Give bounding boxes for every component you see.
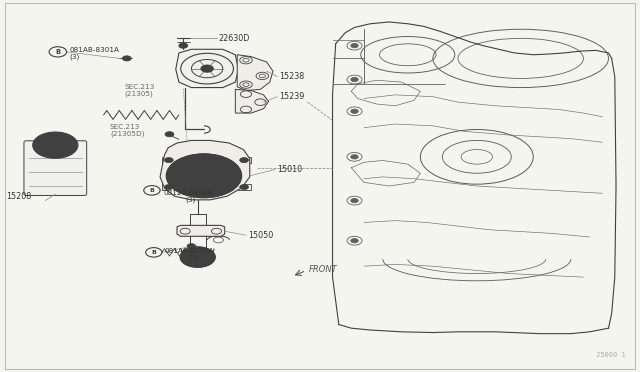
Bar xyxy=(162,184,176,190)
Text: FRONT: FRONT xyxy=(308,264,337,274)
Text: 081A0-8201A: 081A0-8201A xyxy=(164,248,214,254)
Circle shape xyxy=(240,185,248,190)
Circle shape xyxy=(240,158,248,163)
Text: B: B xyxy=(55,49,60,55)
Circle shape xyxy=(164,185,173,190)
Circle shape xyxy=(195,170,213,181)
Text: (21305D): (21305D) xyxy=(110,131,144,138)
Text: B: B xyxy=(151,250,156,255)
Text: B: B xyxy=(150,188,154,193)
Text: (3): (3) xyxy=(69,53,79,60)
Circle shape xyxy=(179,43,188,48)
Polygon shape xyxy=(236,89,269,113)
Text: 15238: 15238 xyxy=(279,72,305,81)
Circle shape xyxy=(166,154,242,198)
Text: 08120-64028: 08120-64028 xyxy=(163,190,212,196)
Bar xyxy=(237,184,251,190)
Circle shape xyxy=(122,56,131,61)
Text: (2): (2) xyxy=(187,255,197,262)
Text: 22630D: 22630D xyxy=(218,34,250,43)
Circle shape xyxy=(351,44,358,48)
Circle shape xyxy=(351,238,358,243)
Text: 15010: 15010 xyxy=(276,165,302,174)
Text: (21305): (21305) xyxy=(124,91,153,97)
Circle shape xyxy=(33,132,78,158)
Circle shape xyxy=(187,244,196,249)
Circle shape xyxy=(164,158,173,163)
Circle shape xyxy=(180,247,215,267)
Polygon shape xyxy=(237,55,273,90)
Text: SEC.213: SEC.213 xyxy=(110,124,140,130)
Text: 15050: 15050 xyxy=(248,231,273,240)
Circle shape xyxy=(51,142,60,148)
Text: J5000 1: J5000 1 xyxy=(596,352,626,358)
Text: 15239: 15239 xyxy=(279,92,305,101)
Polygon shape xyxy=(177,225,225,236)
Text: 15208: 15208 xyxy=(6,192,31,201)
Text: SEC.213: SEC.213 xyxy=(124,84,155,90)
Bar xyxy=(162,157,176,163)
Circle shape xyxy=(351,198,358,203)
Circle shape xyxy=(165,132,174,137)
Circle shape xyxy=(201,65,213,72)
Bar xyxy=(237,157,251,163)
Circle shape xyxy=(351,109,358,113)
Text: (3): (3) xyxy=(185,197,195,203)
Text: 081AB-8301A: 081AB-8301A xyxy=(69,47,119,54)
Circle shape xyxy=(351,77,358,82)
FancyBboxPatch shape xyxy=(24,141,86,195)
Polygon shape xyxy=(160,141,250,200)
Circle shape xyxy=(351,155,358,159)
Polygon shape xyxy=(176,49,239,87)
